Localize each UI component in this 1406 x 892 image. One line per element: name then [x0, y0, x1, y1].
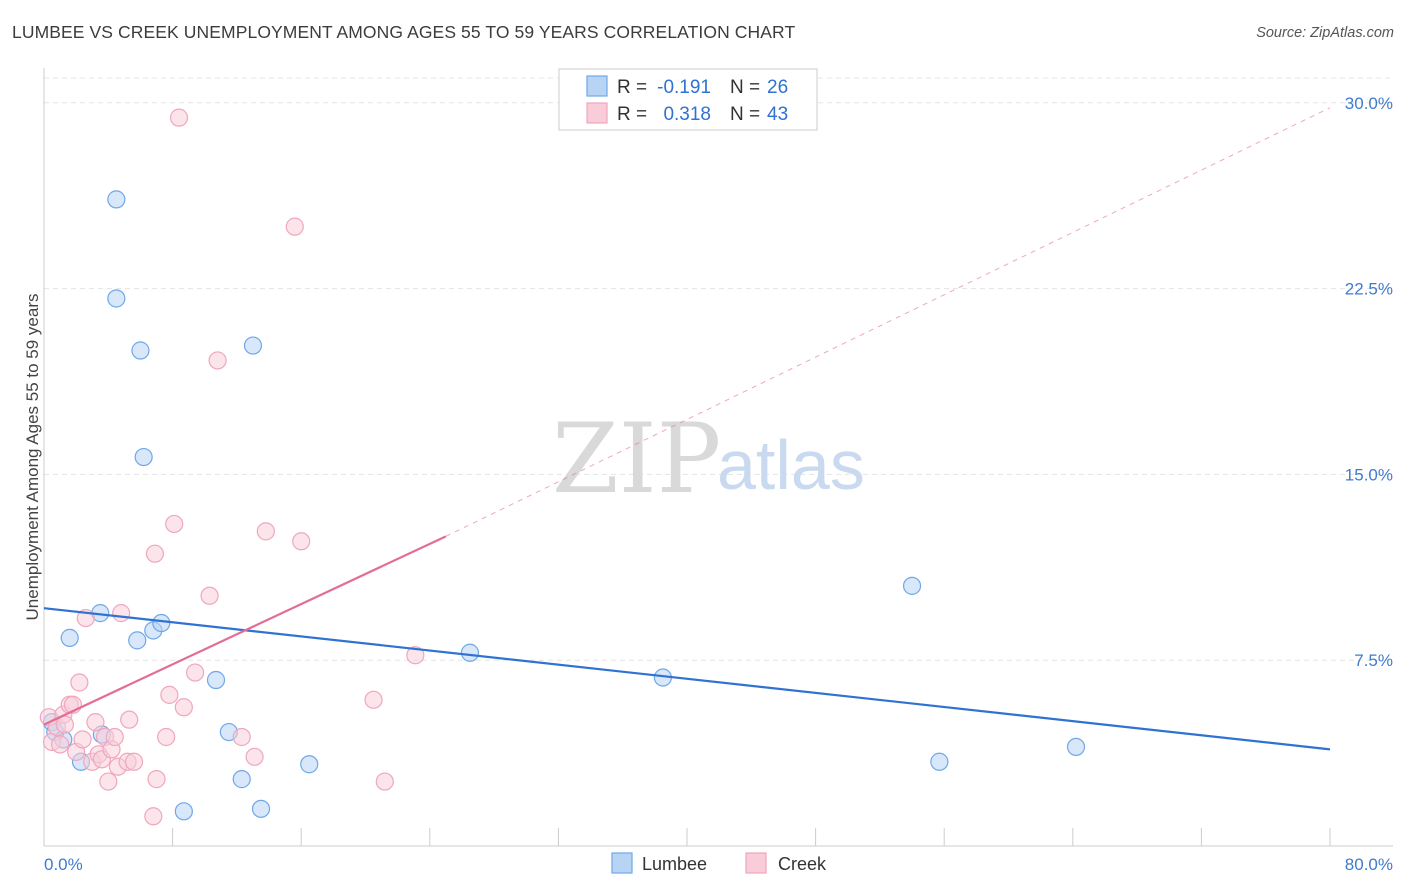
lumbee-point-21 [460, 643, 480, 662]
lumbee-point-17 [232, 770, 251, 789]
creek-point-43 [406, 646, 425, 665]
y-tick-label-3: 30.0% [1345, 94, 1393, 113]
top-legend: R = -0.191 N = 26 R = 0.318 N = 43 [558, 68, 818, 131]
lumbee-point-18 [243, 336, 263, 355]
creek-point-34 [200, 586, 219, 605]
bottom-legend-creek: Creek [778, 854, 827, 874]
creek-point-25 [144, 807, 163, 826]
legend-n-label-lumbee: N = [730, 77, 760, 98]
legend-r-label-lumbee: R = [617, 77, 647, 98]
bottom-legend-swatch-lumbee [611, 852, 633, 874]
creek-point-41 [364, 690, 383, 709]
creek-point-13 [86, 713, 105, 732]
legend-swatch-creek [586, 102, 608, 124]
creek-point-42 [375, 772, 394, 791]
creek-point-5 [55, 715, 74, 734]
lumbee-point-15 [206, 670, 226, 690]
lumbee-point-8 [107, 289, 126, 308]
watermark: ZIP atlas [552, 403, 865, 515]
gridlines [44, 77, 1393, 661]
lumbee-trendline [43, 607, 1331, 751]
lumbee-point-7 [107, 190, 126, 209]
lumbee-point-23 [902, 576, 922, 595]
creek-point-31 [169, 108, 189, 127]
x-tick-labels: 0.0% 80.0% [44, 855, 1393, 874]
lumbee-point-25 [1066, 737, 1086, 757]
y-tick-label-0: 7.5% [1354, 651, 1393, 670]
creek-point-27 [147, 770, 166, 789]
legend-n-label-creek: N = [730, 104, 760, 125]
creek-point-29 [160, 685, 179, 704]
creek-point-38 [256, 522, 275, 541]
creek-point-37 [245, 747, 264, 766]
creek-point-26 [145, 544, 165, 563]
lumbee-point-20 [300, 755, 319, 774]
creek-point-9 [70, 673, 89, 692]
creek-trendline-extension [445, 107, 1331, 537]
lumbee-point-10 [131, 341, 150, 360]
creek-point-36 [232, 727, 251, 747]
chart-source: Source: ZipAtlas.com [1256, 25, 1394, 41]
creek-point-23 [120, 710, 139, 729]
bottom-legend-lumbee: Lumbee [642, 854, 707, 874]
legend-n-creek: 43 [767, 104, 788, 125]
creek-trendline [43, 535, 447, 726]
bottom-legend-swatch-creek [745, 852, 767, 874]
y-tick-label-1: 15.0% [1345, 465, 1393, 484]
creek-point-33 [186, 663, 205, 682]
creek-point-10 [73, 730, 92, 749]
legend-r-creek: 0.318 [663, 104, 711, 125]
creek-point-30 [165, 514, 184, 534]
creek-point-24 [124, 752, 144, 771]
creek-point-17 [99, 772, 118, 791]
x-tick-max: 80.0% [1345, 855, 1393, 874]
lumbee-point-9 [128, 631, 147, 650]
legend-swatch-lumbee [586, 75, 608, 97]
creek-point-3 [50, 735, 70, 754]
lumbee-point-11 [134, 447, 153, 467]
lumbee-point-3 [60, 628, 79, 647]
legend-r-lumbee: -0.191 [657, 77, 711, 98]
legend-n-lumbee: 26 [767, 77, 788, 98]
lumbee-point-14 [174, 802, 193, 821]
trendlines [43, 107, 1331, 751]
x-tick-min: 0.0% [44, 855, 83, 874]
y-tick-label-2: 22.5% [1345, 280, 1393, 299]
lumbee-point-24 [930, 752, 949, 771]
creek-point-19 [105, 727, 124, 747]
data-points [39, 108, 1086, 826]
creek-point-35 [208, 351, 227, 370]
legend-r-label-creek: R = [617, 104, 647, 125]
lumbee-point-13 [152, 613, 171, 633]
creek-point-32 [174, 698, 193, 717]
creek-point-40 [292, 532, 311, 551]
creek-point-39 [285, 217, 304, 236]
y-tick-labels: 7.5% 15.0% 22.5% 30.0% [1345, 94, 1393, 670]
watermark-zip: ZIP [552, 403, 721, 515]
creek-point-21 [112, 604, 131, 623]
creek-point-28 [157, 727, 176, 747]
lumbee-point-19 [251, 799, 271, 818]
bottom-legend: Lumbee Creek [611, 852, 827, 874]
chart-title: LUMBEE VS CREEK UNEMPLOYMENT AMONG AGES … [12, 22, 796, 42]
watermark-atlas: atlas [717, 426, 865, 504]
y-axis-label: Unemployment Among Ages 55 to 59 years [23, 294, 42, 621]
